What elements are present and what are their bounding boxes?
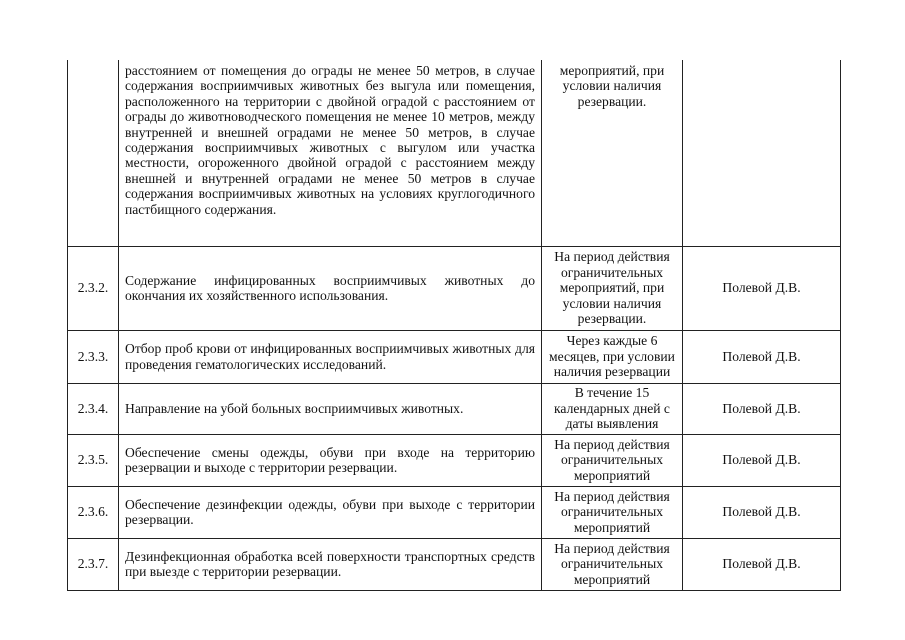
table-row: 2.3.6. Обеспечение дезинфекции одежды, о… <box>67 485 841 539</box>
term-text: На период действия ограничительных мероп… <box>541 433 683 487</box>
table-row: 2.3.7. Дезинфекционная обработка всей по… <box>67 537 841 591</box>
table-row: 2.3.4. Направление на убой больных воспр… <box>67 382 841 435</box>
table-row: расстоянием от помещения до ограды не ме… <box>67 60 841 247</box>
measure-text: Содержание инфицированных восприимчивых … <box>118 245 542 331</box>
term-text: На период действия ограничительных мероп… <box>541 537 683 591</box>
measure-text: Обеспечение смены одежды, обуви при вход… <box>118 433 542 487</box>
row-number: 2.3.3. <box>67 329 119 384</box>
measure-text: Отбор проб крови от инфицированных воспр… <box>118 329 542 384</box>
measure-text: Дезинфекционная обработка всей поверхнос… <box>118 537 542 591</box>
term-text: На период действия ограничительных мероп… <box>541 245 683 331</box>
measures-table: расстоянием от помещения до ограды не ме… <box>67 60 841 591</box>
responsible: Полевой Д.В. <box>682 485 841 539</box>
row-number: 2.3.5. <box>67 433 119 487</box>
responsible: Полевой Д.В. <box>682 245 841 331</box>
table-row: 2.3.5. Обеспечение смены одежды, обуви п… <box>67 433 841 487</box>
term-text: Через каждые 6 месяцев, при условии нали… <box>541 329 683 384</box>
row-number <box>67 60 119 247</box>
responsible <box>682 60 841 247</box>
measure-text: Обеспечение дезинфекции одежды, обуви пр… <box>118 485 542 539</box>
term-text: мероприятий, при условии наличия резерва… <box>541 60 683 247</box>
table-row: 2.3.2. Содержание инфицированных восприи… <box>67 245 841 331</box>
row-number: 2.3.6. <box>67 485 119 539</box>
table-row: 2.3.3. Отбор проб крови от инфицированны… <box>67 329 841 384</box>
responsible: Полевой Д.В. <box>682 537 841 591</box>
term-text: В течение 15 календарных дней с даты выя… <box>541 382 683 435</box>
responsible: Полевой Д.В. <box>682 329 841 384</box>
measure-text: расстоянием от помещения до ограды не ме… <box>118 60 542 247</box>
term-text: На период действия ограничительных мероп… <box>541 485 683 539</box>
measure-text: Направление на убой больных восприимчивы… <box>118 382 542 435</box>
responsible: Полевой Д.В. <box>682 382 841 435</box>
responsible: Полевой Д.В. <box>682 433 841 487</box>
row-number: 2.3.4. <box>67 382 119 435</box>
row-number: 2.3.2. <box>67 245 119 331</box>
row-number: 2.3.7. <box>67 537 119 591</box>
